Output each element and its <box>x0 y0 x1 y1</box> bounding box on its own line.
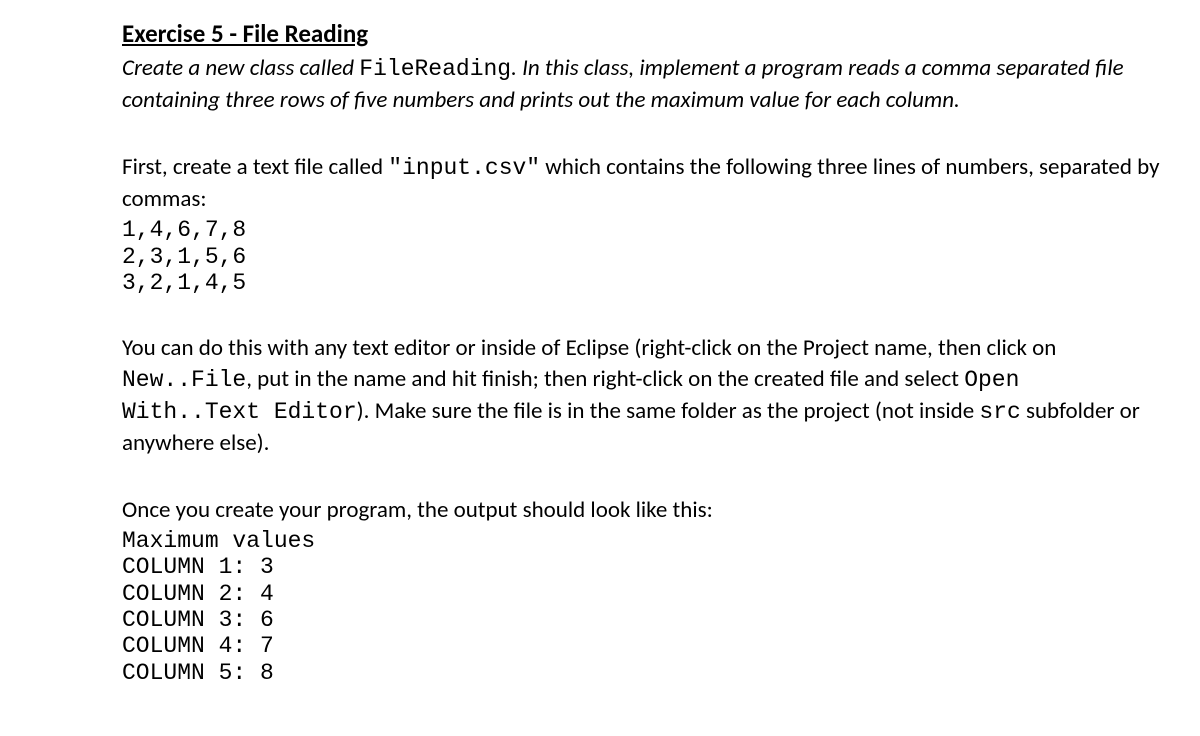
csv-data-block: 1,4,6,7,8 2,3,1,5,6 3,2,1,4,5 <box>122 217 1160 296</box>
para3-text-1: You can do this with any text editor or … <box>122 334 1056 362</box>
para-output-intro: Once you create your program, the output… <box>122 495 1160 526</box>
para3-text-2: , put in the name and hit finish; then r… <box>246 365 964 393</box>
intro-paragraph: Create a new class called FileReading. I… <box>122 53 1160 116</box>
exercise-heading: Exercise 5 - File Reading <box>122 18 1160 49</box>
document-content: Exercise 5 - File Reading Create a new c… <box>0 18 1200 686</box>
para3-code-src: src <box>979 399 1020 425</box>
para-instructions: You can do this with any text editor or … <box>122 333 1160 459</box>
para-create-file: First, create a text file called "input.… <box>122 152 1160 215</box>
para2-text-1: First, create a text file called <box>122 153 388 181</box>
para2-code-filename: "input.csv" <box>388 155 540 181</box>
para3-text-3: ). Make sure the file is in the same fol… <box>357 397 980 425</box>
intro-code-classname: FileReading <box>359 56 511 82</box>
output-block: Maximum values COLUMN 1: 3 COLUMN 2: 4 C… <box>122 528 1160 687</box>
para3-code-new-file: New..File <box>122 367 246 393</box>
intro-text-1: Create a new class called <box>122 54 359 82</box>
